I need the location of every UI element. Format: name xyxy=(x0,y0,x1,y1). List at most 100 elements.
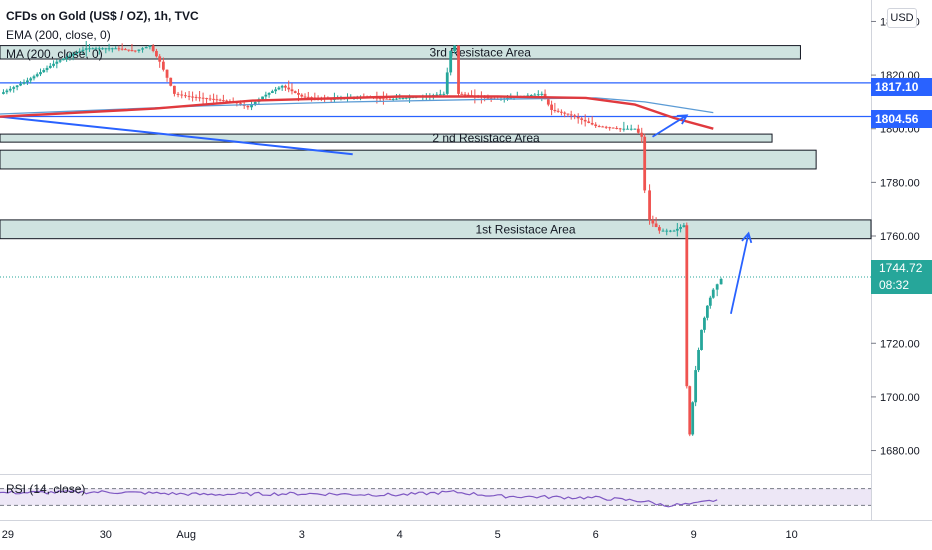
candle xyxy=(708,295,712,309)
candle xyxy=(165,69,169,82)
candle xyxy=(615,126,619,130)
candle xyxy=(78,48,82,54)
candle xyxy=(187,91,191,101)
candle xyxy=(29,76,33,84)
candle xyxy=(594,122,598,129)
candle xyxy=(284,84,287,91)
price-tag-1804: 1804.56 xyxy=(871,110,932,128)
candle xyxy=(8,86,12,93)
candle xyxy=(553,102,557,113)
rsi-band xyxy=(0,488,871,506)
candle xyxy=(629,124,633,131)
candle xyxy=(55,59,59,69)
candle xyxy=(52,60,55,68)
candle xyxy=(583,114,587,127)
candle xyxy=(176,91,180,98)
y-tick-label: 1780.00 xyxy=(880,177,920,189)
candle xyxy=(158,54,162,68)
candle xyxy=(657,225,661,234)
candle xyxy=(442,91,446,96)
candle xyxy=(194,94,198,101)
candle xyxy=(32,74,36,81)
candle xyxy=(618,127,622,132)
candle xyxy=(91,47,95,50)
candle xyxy=(97,46,101,55)
candle xyxy=(705,305,709,321)
candle xyxy=(566,113,570,117)
candle xyxy=(700,329,703,351)
candle xyxy=(110,47,114,53)
currency-selector[interactable]: USD xyxy=(887,8,917,28)
candle xyxy=(453,45,457,54)
candle xyxy=(274,86,278,95)
candle xyxy=(643,133,647,194)
resistance-zone xyxy=(0,45,801,60)
candle xyxy=(719,277,723,285)
candle xyxy=(84,40,88,57)
candle xyxy=(144,46,148,49)
candle xyxy=(636,124,640,134)
candle xyxy=(264,91,268,101)
candle xyxy=(137,49,141,53)
candle xyxy=(71,51,75,61)
candle xyxy=(12,85,16,93)
candle xyxy=(39,68,42,77)
candle xyxy=(205,97,208,104)
price-tag-1817: 1817.10 xyxy=(871,78,932,96)
candle xyxy=(715,283,719,297)
ma-legend[interactable]: MA (200, close, 0) xyxy=(6,47,103,61)
x-tick-label: 29 xyxy=(2,529,14,541)
candle xyxy=(148,45,152,50)
candle xyxy=(15,85,19,91)
candle xyxy=(2,89,5,95)
candle xyxy=(212,93,215,103)
candle xyxy=(300,93,304,98)
candle xyxy=(215,94,219,104)
resistance-zone xyxy=(0,149,817,170)
candle xyxy=(124,47,127,51)
candle xyxy=(22,79,26,85)
candle xyxy=(668,229,672,233)
candle xyxy=(608,126,612,131)
rsi-legend[interactable]: RSI (14, close) xyxy=(6,482,86,496)
bar-countdown: 08:32 xyxy=(879,278,910,292)
candle xyxy=(198,90,201,102)
arrow-shaft xyxy=(730,233,750,314)
candle xyxy=(161,57,165,72)
candle xyxy=(117,45,121,52)
current-price: 1744.72 xyxy=(879,261,923,275)
x-tick-label: 9 xyxy=(691,529,697,541)
candle xyxy=(703,316,706,333)
arrow-head xyxy=(741,231,753,244)
candle xyxy=(155,48,158,58)
candle xyxy=(133,50,137,53)
candle xyxy=(622,121,626,132)
candle xyxy=(114,46,118,50)
candle xyxy=(457,45,460,96)
candle xyxy=(253,101,257,107)
candle xyxy=(270,89,274,94)
ma-line xyxy=(0,97,714,115)
candle xyxy=(107,43,111,52)
candle xyxy=(546,98,550,107)
candle xyxy=(287,80,291,93)
candle xyxy=(26,77,29,85)
candle xyxy=(711,288,715,299)
candle xyxy=(573,113,577,120)
candle xyxy=(180,90,184,99)
candle xyxy=(75,50,78,56)
candle xyxy=(633,128,637,130)
ema-legend[interactable]: EMA (200, close, 0) xyxy=(6,28,111,42)
candle xyxy=(661,228,665,232)
candle xyxy=(688,385,692,437)
candle xyxy=(290,83,294,95)
candle xyxy=(449,50,453,76)
candle xyxy=(172,85,176,97)
resistance-zone xyxy=(0,133,773,143)
candle xyxy=(611,127,615,129)
arrow-head xyxy=(676,114,689,125)
candle xyxy=(48,62,52,69)
candle xyxy=(691,401,695,436)
candle xyxy=(280,84,284,91)
